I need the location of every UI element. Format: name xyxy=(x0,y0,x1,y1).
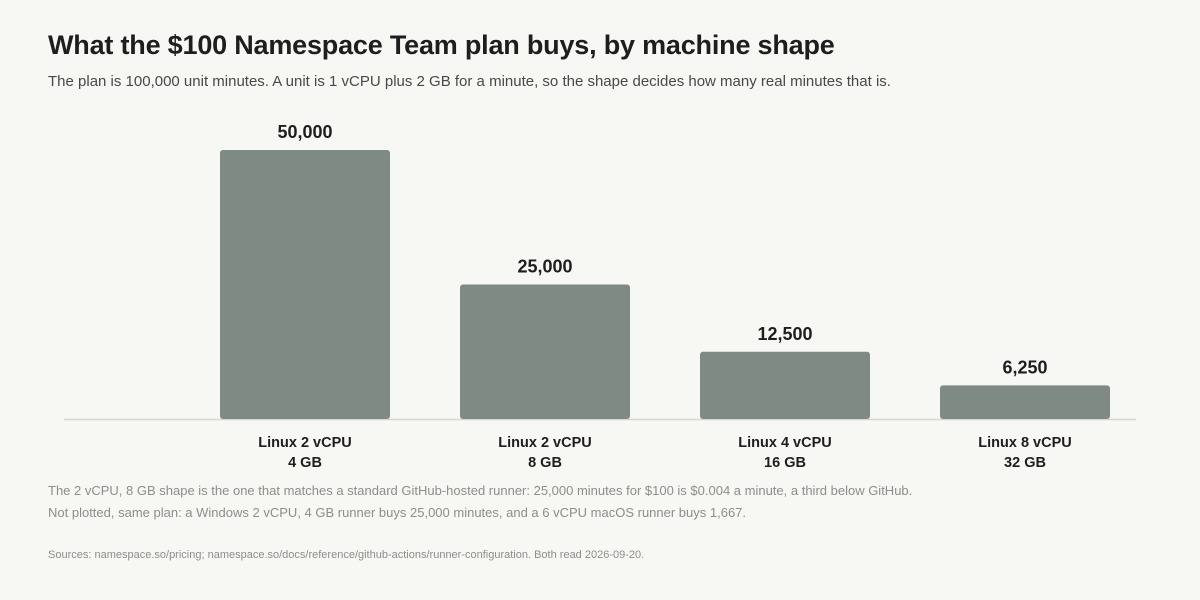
sources-line: Sources: namespace.so/pricing; namespace… xyxy=(48,549,645,561)
x-tick-label-1-line-1: Linux 2 vCPU xyxy=(258,435,351,451)
x-tick-label-2-line-2: 8 GB xyxy=(528,455,562,471)
x-tick-label-2-line-1: Linux 2 vCPU xyxy=(498,435,591,451)
x-tick-label-4-line-1: Linux 8 vCPU xyxy=(978,435,1071,451)
chart-subtitle: The plan is 100,000 unit minutes. A unit… xyxy=(48,73,891,90)
x-tick-label-1-line-2: 4 GB xyxy=(288,455,322,471)
bar-value-label-1: 50,000 xyxy=(277,122,332,142)
x-tick-label-3-line-2: 16 GB xyxy=(764,455,806,471)
bar-4 xyxy=(940,385,1110,419)
bar-chart: 50,000 Linux 2 vCPU 4 GB 25,000 Linux 2 vCPU… xyxy=(64,122,1136,471)
bar-value-label-3: 12,500 xyxy=(757,324,812,344)
footnote-not-plotted: Not plotted, same plan: a Windows 2 vCPU… xyxy=(48,505,747,520)
bar-1 xyxy=(220,150,390,419)
bar-2 xyxy=(460,284,630,419)
bar-value-label-2: 25,000 xyxy=(517,257,572,277)
bar-3 xyxy=(700,351,870,419)
bar-value-label-4: 6,250 xyxy=(1002,357,1047,377)
chart-title: What the $100 Namespace Team plan buys, … xyxy=(48,30,835,60)
x-tick-label-4-line-2: 32 GB xyxy=(1004,455,1046,471)
x-tick-label-3-line-1: Linux 4 vCPU xyxy=(738,435,831,451)
footnote-github-comparison: The 2 vCPU, 8 GB shape is the one that m… xyxy=(48,483,913,498)
